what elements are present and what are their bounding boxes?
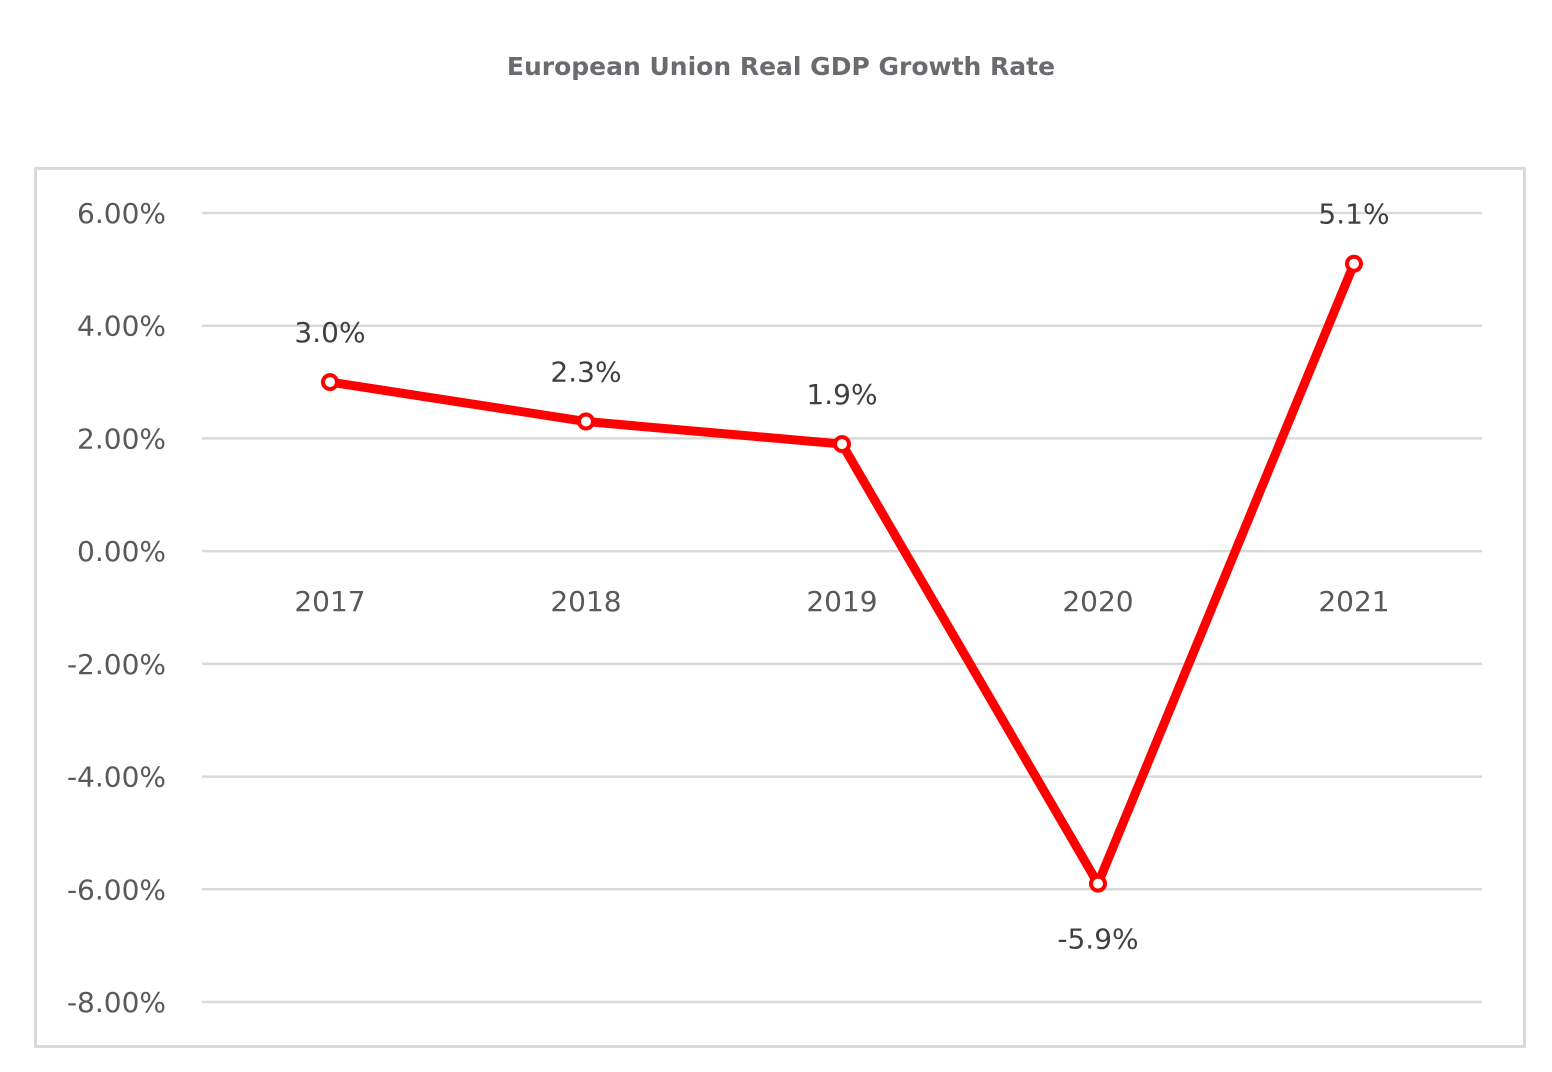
data-point-marker: [833, 435, 851, 454]
x-tick-label: 2021: [1318, 585, 1389, 618]
x-tick-label: 2020: [1062, 585, 1133, 618]
data-label: 1.9%: [806, 378, 877, 411]
data-labels: 3.0% 2.3% 1.9% -5.9% 5.1%: [294, 198, 1389, 956]
data-label: -5.9%: [1057, 923, 1138, 956]
series-line: [325, 259, 1359, 889]
y-tick-label: 6.00%: [77, 197, 166, 230]
y-tick-label: -2.00%: [67, 648, 166, 681]
y-tick-label: 2.00%: [77, 422, 166, 455]
data-point-marker: [1089, 874, 1107, 893]
data-label: 2.3%: [550, 356, 621, 389]
data-point-marker: [321, 373, 339, 392]
y-tick-label: -4.00%: [67, 761, 166, 794]
x-axis-ticks: 2017 2018 2019 2020 2021: [294, 585, 1389, 618]
y-tick-label: 4.00%: [77, 310, 166, 343]
x-tick-label: 2017: [294, 585, 365, 618]
data-point-marker: [577, 412, 595, 431]
x-tick-label: 2019: [806, 585, 877, 618]
chart-frame: [34, 167, 1526, 1048]
y-tick-label: 0.00%: [77, 535, 166, 568]
x-tick-label: 2018: [550, 585, 621, 618]
y-axis-ticks: 6.00% 4.00% 2.00% 0.00% -2.00% -4.00% -6.00% -8…: [67, 197, 166, 1019]
data-label: 3.0%: [294, 316, 365, 349]
chart-title: European Union Real GDP Growth Rate: [506, 52, 1056, 81]
y-tick-label: -6.00%: [67, 873, 166, 906]
series-line-path: [325, 259, 1359, 889]
data-label: 5.1%: [1318, 198, 1389, 231]
series-markers: [321, 254, 1363, 893]
y-tick-label: -8.00%: [67, 986, 166, 1019]
data-point-marker: [1345, 254, 1363, 273]
